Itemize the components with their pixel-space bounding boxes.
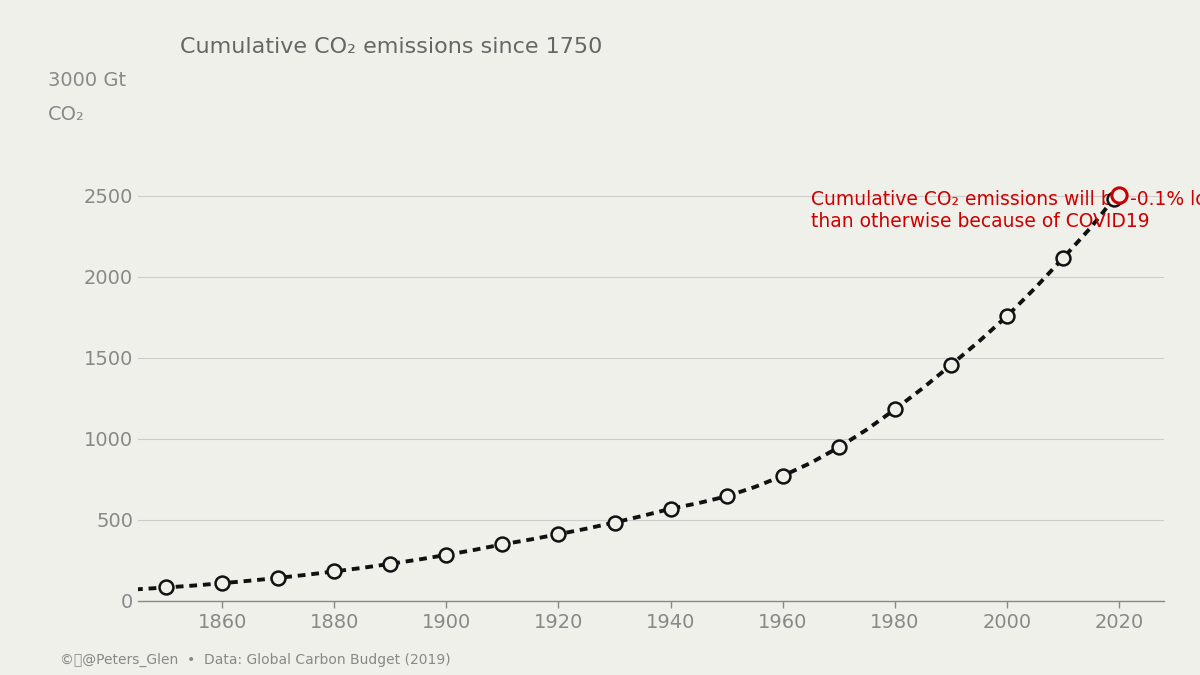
Text: ©ⓘ@Peters_Glen  •  Data: Global Carbon Budget (2019): ©ⓘ@Peters_Glen • Data: Global Carbon Bud…	[60, 653, 451, 667]
Text: CO₂: CO₂	[48, 105, 85, 124]
Text: Cumulative CO₂ emissions since 1750: Cumulative CO₂ emissions since 1750	[180, 37, 602, 57]
Text: Cumulative CO₂ emissions will be -0.1% lower
than otherwise because of COVID19: Cumulative CO₂ emissions will be -0.1% l…	[811, 190, 1200, 232]
Text: 3000 Gt: 3000 Gt	[48, 71, 126, 90]
